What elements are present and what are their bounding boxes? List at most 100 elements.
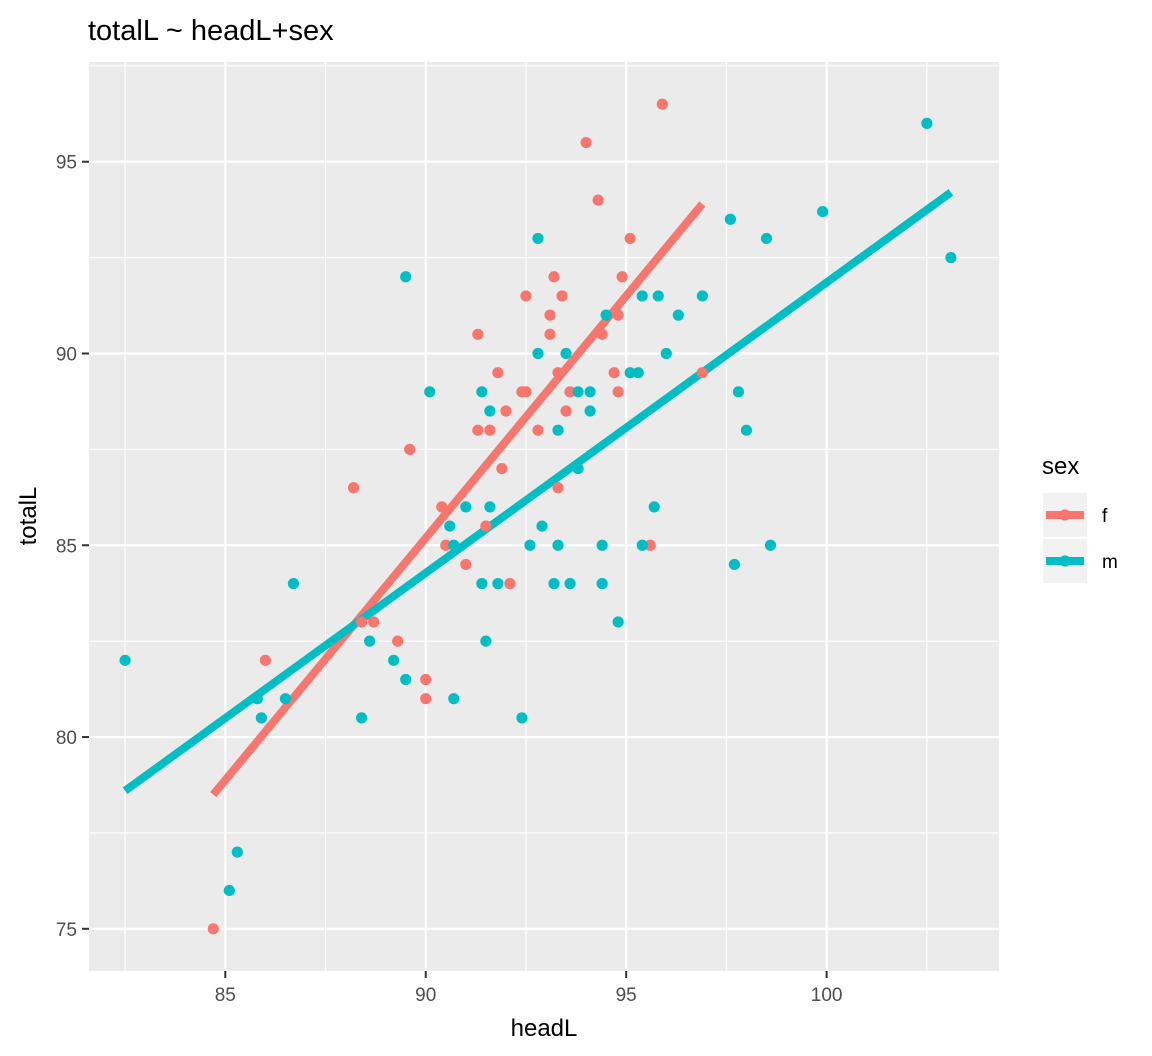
point-m [476, 386, 488, 398]
legend-title: sex [1042, 453, 1079, 480]
point-m [740, 424, 753, 436]
point-f [420, 673, 432, 686]
point-f [552, 482, 564, 494]
point-m [584, 386, 596, 398]
point-m [564, 578, 576, 590]
point-m [552, 539, 564, 551]
x-axis-title: headL [511, 1015, 578, 1042]
point-f [496, 462, 508, 475]
point-f [532, 424, 544, 436]
point-m [223, 884, 235, 897]
point-m [760, 232, 773, 245]
point-m [612, 616, 624, 628]
point-m [287, 578, 300, 590]
point-f [624, 232, 636, 245]
legend-point-m [1059, 555, 1071, 567]
point-m [524, 539, 536, 551]
point-f [608, 367, 620, 379]
point-m [251, 693, 263, 705]
legend: sex f m [1042, 453, 1118, 583]
point-m [636, 539, 648, 551]
point-f [472, 328, 484, 340]
point-f [207, 923, 219, 935]
point-f [656, 98, 668, 110]
point-f [355, 616, 368, 628]
point-f [612, 309, 624, 321]
point-m [119, 654, 131, 666]
point-m [424, 386, 436, 398]
data-points [119, 98, 957, 935]
point-f [480, 520, 492, 532]
point-m [255, 712, 267, 724]
point-m [484, 405, 496, 417]
x-axis: 85 90 95 100 [215, 971, 843, 1006]
point-m [532, 232, 544, 245]
legend-label-f: f [1102, 506, 1108, 527]
point-f [612, 386, 624, 398]
point-f [596, 328, 608, 340]
point-m [660, 347, 672, 360]
point-m [596, 539, 608, 551]
point-f [259, 654, 271, 666]
point-f [552, 367, 564, 379]
point-m [448, 539, 460, 551]
point-m [448, 693, 460, 705]
legend-point-f [1059, 509, 1071, 521]
point-m [516, 712, 528, 724]
point-m [696, 290, 708, 302]
point-m [572, 386, 584, 398]
point-f [368, 616, 380, 628]
point-m [355, 712, 368, 724]
point-m [921, 117, 933, 129]
point-f [544, 309, 556, 321]
point-m [532, 347, 544, 360]
point-m [596, 578, 608, 590]
point-m [400, 673, 412, 686]
point-f [500, 405, 512, 417]
point-m [648, 501, 660, 513]
point-m [636, 290, 648, 302]
point-m [476, 578, 488, 590]
point-m [764, 539, 777, 551]
point-f [520, 290, 532, 302]
point-f [616, 271, 628, 283]
point-f [696, 367, 708, 379]
point-m [492, 578, 504, 590]
point-m [231, 846, 243, 858]
point-m [728, 558, 741, 571]
y-tick-label: 95 [56, 153, 77, 174]
x-tick-label: 100 [811, 985, 843, 1006]
point-m [444, 520, 456, 532]
point-m [672, 309, 684, 321]
point-f [564, 386, 576, 398]
point-m [548, 578, 560, 590]
y-tick-label: 85 [56, 536, 77, 557]
plot-panel [89, 62, 999, 971]
chart-title: totalL ~ headL+sex [88, 15, 334, 47]
point-f [420, 693, 432, 705]
y-axis: 75 80 85 90 95 [56, 153, 89, 941]
minor-gridlines [89, 62, 999, 971]
point-m [724, 213, 737, 225]
point-m [945, 252, 957, 264]
point-f [592, 194, 604, 206]
x-tick-label: 95 [616, 985, 637, 1006]
point-f [472, 424, 484, 436]
point-f [460, 558, 472, 571]
point-m [279, 693, 292, 705]
point-m [364, 635, 376, 647]
point-m [600, 309, 612, 321]
point-m [817, 205, 829, 218]
point-m [732, 386, 745, 398]
y-tick-label: 75 [56, 920, 77, 941]
major-gridlines [89, 62, 999, 971]
fit-lines [122, 189, 954, 798]
point-f [644, 539, 656, 551]
legend-label-m: m [1102, 552, 1118, 573]
point-f [544, 328, 556, 340]
point-f [492, 367, 504, 379]
x-tick-label: 90 [415, 985, 436, 1006]
point-f [436, 501, 448, 513]
point-m [572, 462, 584, 475]
